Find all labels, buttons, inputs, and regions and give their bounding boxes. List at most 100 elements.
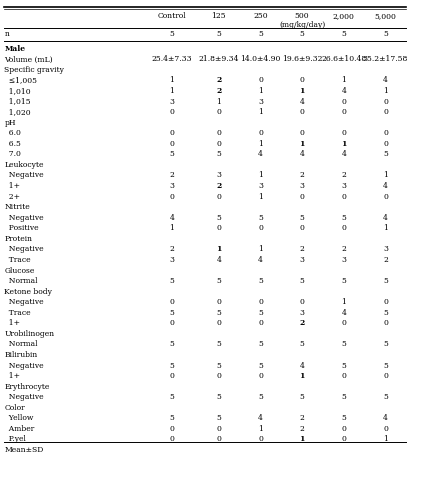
Text: 3: 3 <box>341 182 346 190</box>
Text: 0: 0 <box>216 298 221 306</box>
Text: 5: 5 <box>216 309 221 317</box>
Text: 4: 4 <box>341 87 346 95</box>
Text: 5,000: 5,000 <box>375 12 396 20</box>
Text: 125: 125 <box>211 12 226 20</box>
Text: 5: 5 <box>169 361 174 370</box>
Text: 5: 5 <box>383 277 388 285</box>
Text: Ketone body: Ketone body <box>4 288 52 296</box>
Text: 4: 4 <box>383 182 388 190</box>
Text: 0: 0 <box>216 192 221 201</box>
Text: 1: 1 <box>383 171 388 180</box>
Text: 0: 0 <box>300 129 305 137</box>
Text: 3: 3 <box>341 256 346 264</box>
Text: 4: 4 <box>341 150 346 159</box>
Text: 5: 5 <box>169 150 174 159</box>
Text: Leukocyte: Leukocyte <box>4 161 44 169</box>
Text: 1: 1 <box>258 246 263 253</box>
Text: 0: 0 <box>341 425 346 433</box>
Text: Glucose: Glucose <box>4 267 35 274</box>
Text: 0: 0 <box>258 129 263 137</box>
Text: Negative: Negative <box>4 393 44 401</box>
Text: 5: 5 <box>258 214 263 222</box>
Text: 6.5: 6.5 <box>4 140 22 148</box>
Text: P.yel: P.yel <box>4 436 26 443</box>
Text: 0: 0 <box>383 129 388 137</box>
Text: 0: 0 <box>169 298 174 306</box>
Text: 3: 3 <box>258 98 263 106</box>
Text: 0: 0 <box>383 319 388 327</box>
Text: 5: 5 <box>258 30 263 38</box>
Text: Specific gravity: Specific gravity <box>4 66 65 74</box>
Text: Male: Male <box>4 45 26 53</box>
Text: 0: 0 <box>216 108 221 116</box>
Text: Bilirubin: Bilirubin <box>4 351 38 359</box>
Text: 0: 0 <box>341 224 346 232</box>
Text: 3: 3 <box>169 182 174 190</box>
Text: 5: 5 <box>169 30 174 38</box>
Text: 0: 0 <box>169 140 174 148</box>
Text: 2: 2 <box>341 246 346 253</box>
Text: 5: 5 <box>341 361 346 370</box>
Text: 1: 1 <box>383 87 388 95</box>
Text: 5: 5 <box>341 30 346 38</box>
Text: 5: 5 <box>216 361 221 370</box>
Text: pH: pH <box>4 119 16 127</box>
Text: 0: 0 <box>216 319 221 327</box>
Text: 5: 5 <box>216 214 221 222</box>
Text: 1: 1 <box>258 108 263 116</box>
Text: 3: 3 <box>216 171 221 180</box>
Text: 0: 0 <box>341 372 346 380</box>
Text: Color: Color <box>4 404 25 412</box>
Text: 4: 4 <box>300 150 305 159</box>
Text: 5: 5 <box>300 340 305 349</box>
Text: Erythrocyte: Erythrocyte <box>4 382 50 391</box>
Text: Nitrite: Nitrite <box>4 203 30 211</box>
Text: 0: 0 <box>300 192 305 201</box>
Text: 5: 5 <box>216 414 221 422</box>
Text: 35.2±17.58: 35.2±17.58 <box>363 55 408 63</box>
Text: 2: 2 <box>300 171 305 180</box>
Text: 4: 4 <box>300 361 305 370</box>
Text: 5: 5 <box>216 393 221 401</box>
Text: 0: 0 <box>383 425 388 433</box>
Text: 3: 3 <box>169 256 174 264</box>
Text: 5: 5 <box>383 340 388 349</box>
Text: 5: 5 <box>300 214 305 222</box>
Text: Negative: Negative <box>4 246 44 253</box>
Text: 3: 3 <box>300 309 305 317</box>
Text: Trace: Trace <box>4 309 31 317</box>
Text: 5: 5 <box>341 393 346 401</box>
Text: 5: 5 <box>169 277 174 285</box>
Text: 0: 0 <box>216 436 221 443</box>
Text: 1: 1 <box>383 436 388 443</box>
Text: 0: 0 <box>169 425 174 433</box>
Text: 1: 1 <box>169 224 174 232</box>
Text: n: n <box>4 30 9 38</box>
Text: Amber: Amber <box>4 425 35 433</box>
Text: 0: 0 <box>258 298 263 306</box>
Text: 1+: 1+ <box>4 319 21 327</box>
Text: 2: 2 <box>216 87 221 95</box>
Text: 0: 0 <box>258 319 263 327</box>
Text: Protein: Protein <box>4 235 33 243</box>
Text: Negative: Negative <box>4 171 44 180</box>
Text: 0: 0 <box>258 224 263 232</box>
Text: 0: 0 <box>300 108 305 116</box>
Text: 1: 1 <box>216 246 221 253</box>
Text: 3: 3 <box>300 182 305 190</box>
Text: 0: 0 <box>341 108 346 116</box>
Text: 5: 5 <box>383 150 388 159</box>
Text: 0: 0 <box>216 129 221 137</box>
Text: 7.0: 7.0 <box>4 150 22 159</box>
Text: 1: 1 <box>258 87 263 95</box>
Text: 0: 0 <box>300 298 305 306</box>
Text: 1: 1 <box>258 140 263 148</box>
Text: 1,010: 1,010 <box>4 87 31 95</box>
Text: 5: 5 <box>258 277 263 285</box>
Text: 5: 5 <box>258 309 263 317</box>
Text: 1: 1 <box>383 224 388 232</box>
Text: 25.4±7.33: 25.4±7.33 <box>151 55 192 63</box>
Text: 1,020: 1,020 <box>4 108 31 116</box>
Text: 1: 1 <box>258 425 263 433</box>
Text: 5: 5 <box>216 277 221 285</box>
